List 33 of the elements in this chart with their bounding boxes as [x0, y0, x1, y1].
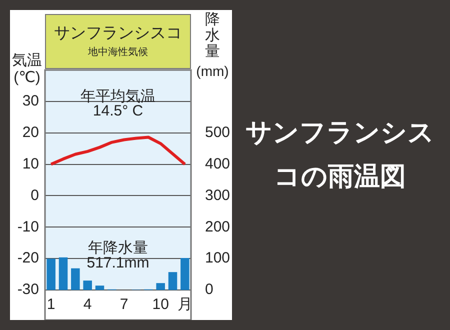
y2-tick-label: 400	[205, 155, 230, 172]
y-tick-label: -20	[17, 250, 39, 267]
x-tick-label: 4	[83, 296, 92, 314]
y-tick-label: 10	[22, 155, 39, 172]
y2-tick-label: 500	[205, 124, 230, 141]
y-tick-label: -30	[17, 281, 39, 298]
bar	[46, 258, 56, 290]
y2-axis-title: 降水量 (mm)	[195, 11, 230, 79]
text: サンフランシスコの雨温図	[244, 116, 436, 193]
chart-subtitle: サンフランシスコ	[53, 24, 183, 44]
bar	[83, 280, 92, 290]
bar	[180, 258, 190, 290]
bar	[156, 283, 165, 290]
y2-tick-label: 0	[205, 281, 214, 298]
x-tick-label: 月	[177, 296, 192, 314]
y-tick-label: 30	[22, 92, 39, 110]
y2-tick-label: 200	[205, 218, 230, 236]
bar	[168, 272, 178, 290]
annotation: 年平均気温 14.5° C	[80, 88, 156, 120]
bar	[95, 286, 104, 290]
x-tick-label: 10	[152, 296, 169, 314]
y-axis-title: 気温 (℃)	[11, 52, 43, 86]
bar	[58, 257, 68, 290]
annotation: 年降水量 517.1mm	[86, 240, 150, 272]
bar	[71, 268, 80, 290]
y-tick-label: -10	[17, 218, 39, 236]
x-tick-label: 7	[120, 296, 128, 314]
y2-tick-label: 100	[205, 250, 230, 267]
y2-tick-label: 300	[205, 186, 230, 204]
y-tick-label: 0	[30, 186, 39, 204]
x-tick-label: 1	[46, 296, 56, 314]
y-tick-label: 20	[22, 124, 39, 141]
text: 地中海性気候	[87, 46, 149, 59]
